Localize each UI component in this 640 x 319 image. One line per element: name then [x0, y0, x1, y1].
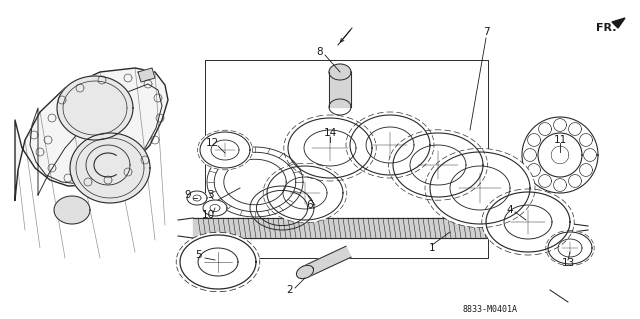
Polygon shape — [329, 72, 351, 107]
Polygon shape — [177, 233, 259, 291]
Polygon shape — [285, 115, 375, 181]
Polygon shape — [329, 64, 351, 80]
Text: 8: 8 — [317, 47, 323, 57]
Polygon shape — [426, 149, 534, 227]
Polygon shape — [207, 147, 303, 217]
Polygon shape — [296, 265, 314, 278]
Polygon shape — [547, 231, 594, 265]
Text: 9: 9 — [185, 190, 191, 200]
Text: 6: 6 — [307, 200, 314, 210]
Polygon shape — [303, 246, 351, 278]
Text: 10: 10 — [202, 210, 214, 220]
Text: 12: 12 — [205, 138, 219, 148]
Text: 3: 3 — [207, 190, 213, 200]
Text: 1: 1 — [429, 243, 435, 253]
Text: FR.: FR. — [596, 23, 616, 33]
Text: 11: 11 — [554, 135, 566, 145]
Polygon shape — [187, 191, 207, 205]
Polygon shape — [193, 218, 558, 238]
Polygon shape — [264, 164, 346, 222]
Text: 2: 2 — [287, 285, 293, 295]
Text: 8833-M0401A: 8833-M0401A — [463, 306, 518, 315]
Polygon shape — [483, 189, 573, 254]
Polygon shape — [389, 130, 486, 200]
Polygon shape — [57, 76, 133, 140]
Text: 5: 5 — [195, 250, 202, 260]
Text: 13: 13 — [561, 258, 575, 268]
Polygon shape — [70, 133, 150, 203]
Polygon shape — [522, 117, 598, 193]
Polygon shape — [347, 113, 433, 177]
Polygon shape — [203, 200, 227, 216]
Polygon shape — [198, 130, 252, 169]
Polygon shape — [54, 196, 90, 224]
Polygon shape — [138, 68, 155, 82]
Text: 14: 14 — [323, 128, 337, 138]
Polygon shape — [15, 68, 168, 200]
Text: 7: 7 — [483, 27, 490, 37]
Text: 4: 4 — [507, 205, 513, 215]
Polygon shape — [612, 18, 625, 28]
